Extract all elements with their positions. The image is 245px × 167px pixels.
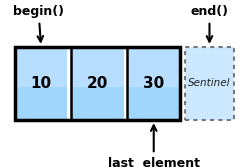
- Bar: [127, 47, 180, 120]
- Bar: [15, 47, 67, 120]
- Bar: [185, 47, 234, 120]
- Bar: [15, 47, 180, 120]
- Text: last  element: last element: [108, 125, 200, 167]
- Text: begin(): begin(): [13, 5, 64, 42]
- Bar: [71, 47, 124, 120]
- Bar: [185, 47, 234, 120]
- Bar: [15, 87, 67, 120]
- Text: end(): end(): [190, 5, 229, 42]
- Text: Sentinel: Sentinel: [188, 78, 231, 89]
- Text: 10: 10: [30, 76, 52, 91]
- Bar: [71, 87, 124, 120]
- Text: 20: 20: [87, 76, 108, 91]
- Bar: [127, 87, 180, 120]
- Text: 30: 30: [143, 76, 164, 91]
